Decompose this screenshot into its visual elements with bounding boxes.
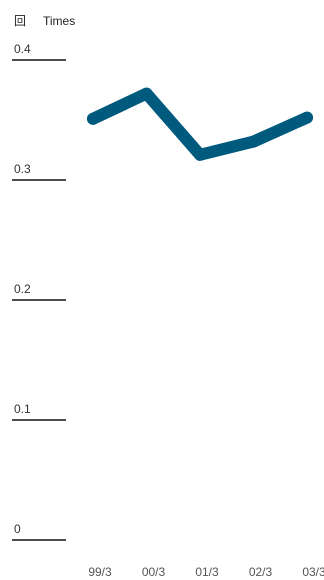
- x-tick-label: 02/3: [249, 565, 273, 579]
- y-tick-label: 0.2: [14, 282, 31, 296]
- data-point: [194, 148, 206, 161]
- y-tick-label: 0.4: [14, 42, 31, 56]
- x-axis: 99/3 00/3 01/3 02/3 03/3: [88, 565, 324, 579]
- unit-label: Times: [43, 14, 75, 28]
- unit-glyph: 回: [14, 14, 26, 28]
- series-layer: [87, 87, 313, 161]
- x-tick-label: 00/3: [142, 565, 166, 579]
- y-axis: 0 0.1 0.2 0.3 0.4: [12, 42, 66, 541]
- data-point: [87, 112, 99, 125]
- x-tick-label: 03/3: [302, 565, 324, 579]
- y-tick-label: 0.3: [14, 162, 31, 176]
- x-tick-label: 99/3: [88, 565, 112, 579]
- data-point: [140, 87, 153, 100]
- data-point: [247, 135, 260, 148]
- x-tick-label: 01/3: [195, 565, 219, 579]
- y-tick-label: 0.1: [14, 402, 31, 416]
- data-point: [301, 111, 313, 124]
- series-line: [87, 87, 313, 161]
- y-tick-label: 0: [14, 522, 21, 536]
